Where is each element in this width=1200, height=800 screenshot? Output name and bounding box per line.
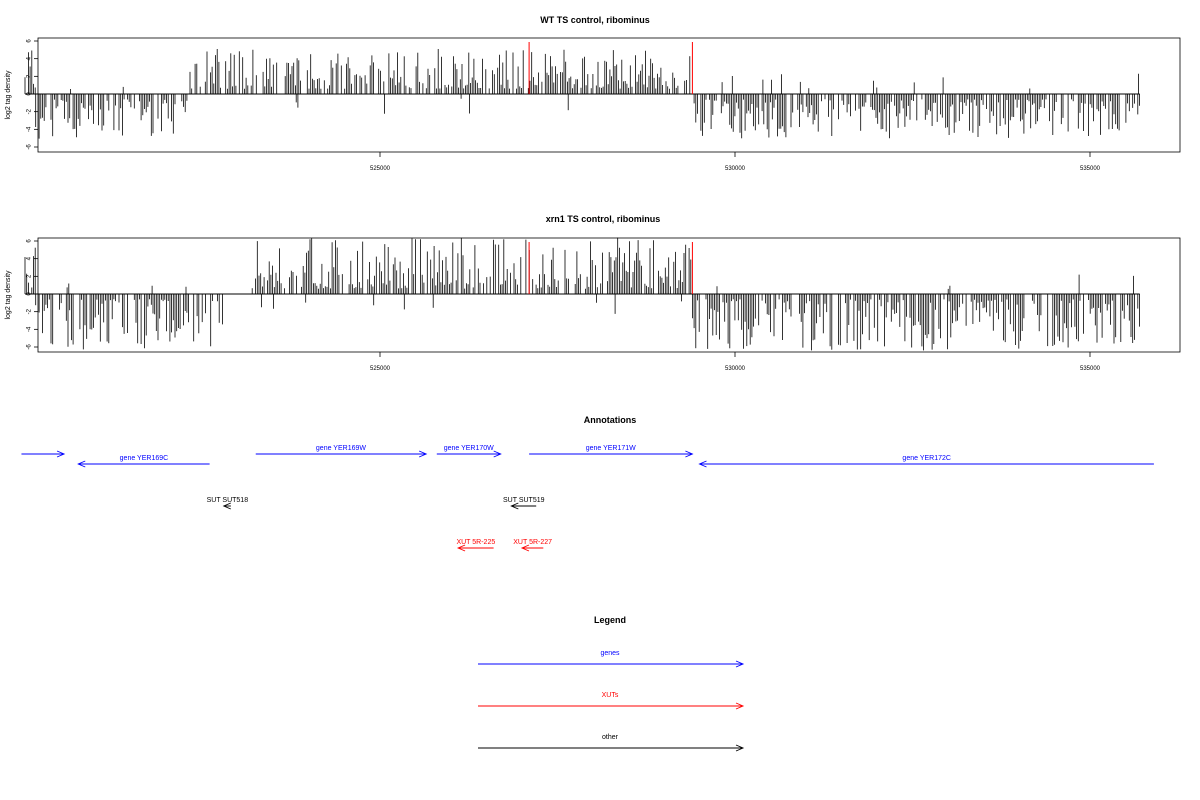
y-tick-label: 6 (27, 39, 33, 43)
annotation-arrow: gene YER172C (698, 455, 1154, 468)
y-tick-label: -4 (27, 126, 33, 132)
panel-title: WT TS control, ribominus (540, 15, 650, 25)
marker-lines (528, 42, 693, 94)
y-tick-label: 2 (27, 274, 33, 278)
y-axis: 6 4 2 0 -2 -4 -6 (27, 239, 38, 350)
annotation-label: gene YER169C (120, 455, 169, 462)
x-axis: 525000 530000 535000 (370, 152, 1101, 172)
annotation-label: gene YER172C (902, 455, 951, 462)
x-tick-label: 530000 (725, 166, 746, 172)
legend-label: other (602, 734, 619, 741)
panel-title: xrn1 TS control, ribominus (546, 214, 661, 224)
plot-frame (37, 237, 1181, 353)
legend-item: other (478, 734, 745, 752)
legend-title: Legend (594, 615, 626, 625)
y-tick-label: -2 (27, 108, 33, 114)
annotations-title: Annotations (584, 415, 637, 425)
xrn1-density-panel: xrn1 TS control, ribominus log2 tag dens… (5, 214, 1181, 372)
annotation-label: SUT SUT519 (503, 497, 545, 504)
annotation-arrow: XUT 5R-227 (513, 539, 552, 552)
annotation-label: gene YER170W (444, 445, 494, 452)
legend-label: genes (600, 650, 620, 657)
annotation-arrow: SUT SUT519 (503, 497, 545, 510)
y-tick-label: 4 (27, 56, 33, 60)
y-tick-label: 0 (27, 292, 33, 296)
legend-item: genes (478, 650, 745, 668)
annotation-label: gene YER169W (316, 445, 366, 452)
legend-items: genes XUTs other (478, 650, 745, 752)
annotation-arrow: gene YER171W (529, 445, 694, 458)
marker-lines (528, 242, 693, 294)
y-tick-label: 6 (27, 239, 33, 243)
legend-item: XUTs (478, 692, 745, 710)
annotation-label: SUT SUT518 (207, 497, 249, 504)
annotation-label: XUT 5R-227 (513, 539, 552, 546)
bars-group (24, 49, 1140, 139)
annotation-arrow (21, 450, 66, 458)
annotation-items: gene YER169C gene YER169W gene YER170W gene… (21, 445, 1154, 552)
annotation-label: XUT 5R-225 (456, 539, 495, 546)
annotation-arrow: XUT 5R-225 (456, 539, 495, 552)
y-tick-label: 0 (27, 92, 33, 96)
y-axis-label: log2 tag density (5, 270, 12, 320)
bars-group (24, 237, 1140, 351)
x-tick-label: 530000 (725, 366, 746, 372)
wt-density-panel: WT TS control, ribominus log2 tag densit… (5, 15, 1181, 172)
x-axis: 525000 530000 535000 (370, 352, 1101, 372)
legend-panel: Legend genes XUTs other (478, 615, 745, 752)
y-tick-label: -2 (27, 308, 33, 314)
annotation-arrow: SUT SUT518 (207, 497, 249, 510)
x-tick-label: 525000 (370, 366, 391, 372)
annotation-label: gene YER171W (586, 445, 636, 452)
plot-frame (37, 37, 1181, 153)
x-tick-label: 535000 (1080, 366, 1101, 372)
annotation-arrow: gene YER169C (77, 455, 210, 468)
y-tick-label: -6 (27, 144, 33, 150)
x-tick-label: 535000 (1080, 166, 1101, 172)
y-tick-label: 4 (27, 256, 33, 260)
y-axis: 6 4 2 0 -2 -4 -6 (27, 39, 38, 150)
annotation-arrow: gene YER169W (255, 445, 428, 458)
y-tick-label: 2 (27, 74, 33, 78)
legend-label: XUTs (602, 692, 619, 699)
y-tick-label: -4 (27, 326, 33, 332)
y-axis-label: log2 tag density (5, 70, 12, 120)
annotation-arrow: gene YER170W (436, 445, 502, 458)
y-tick-label: -6 (27, 344, 33, 350)
x-tick-label: 525000 (370, 166, 391, 172)
